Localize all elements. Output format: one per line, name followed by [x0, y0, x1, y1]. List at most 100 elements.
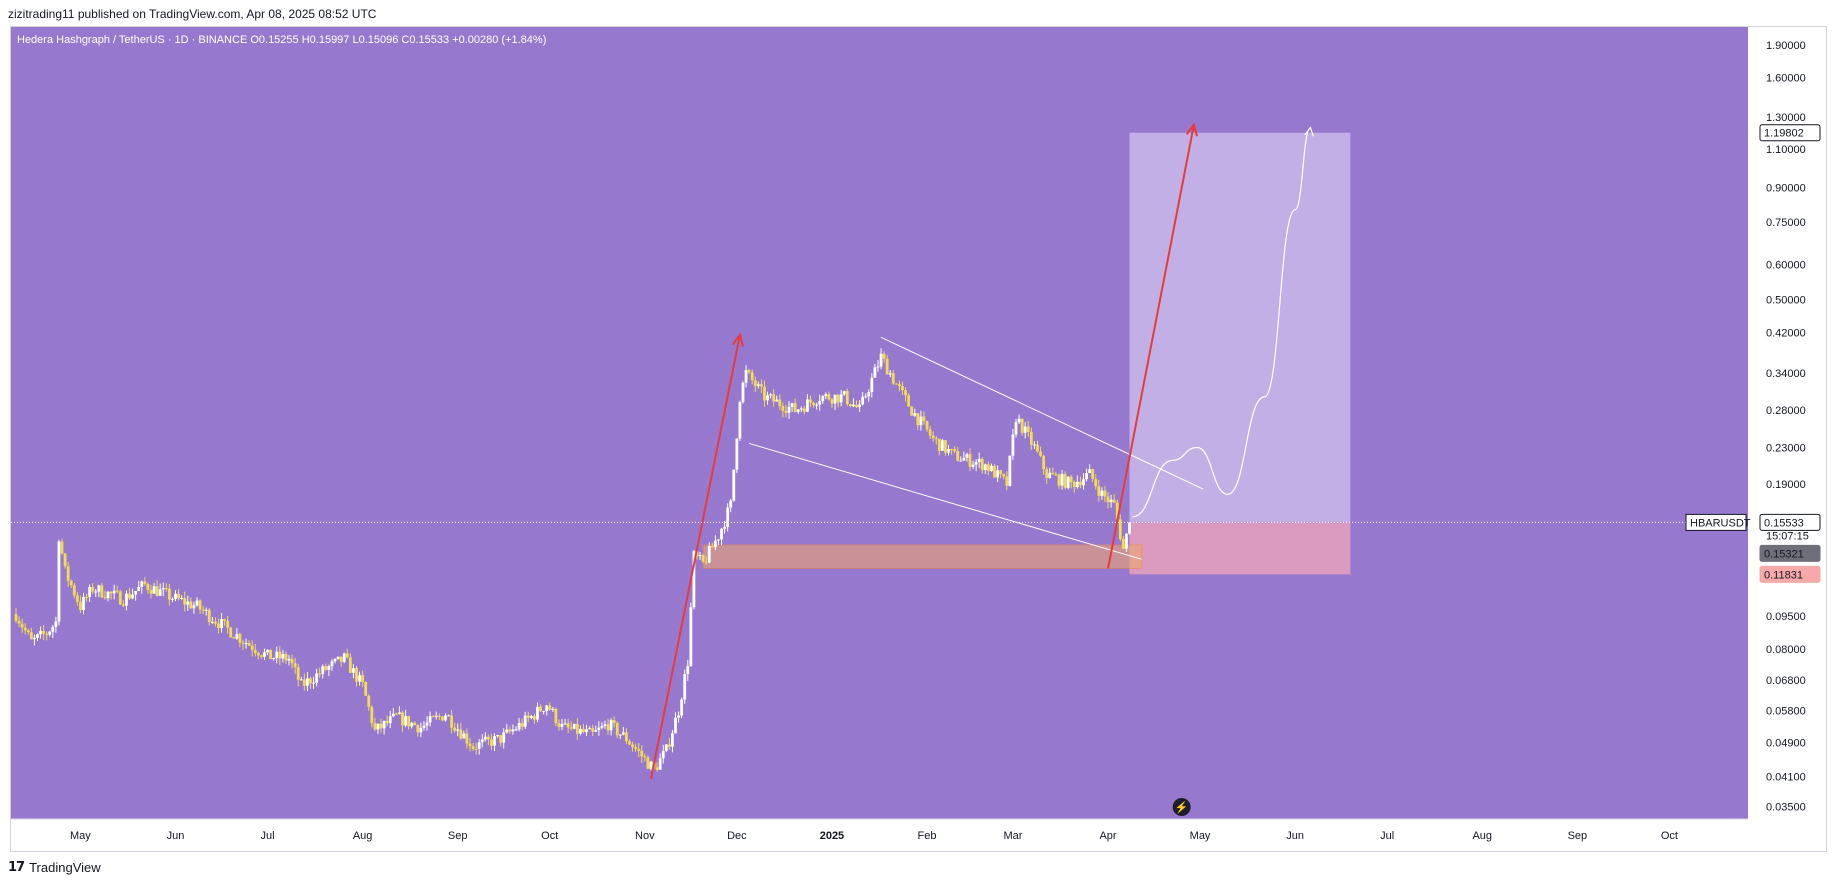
y-tick-label: 0.50000 — [1766, 294, 1806, 306]
candle-body — [741, 382, 745, 403]
symbol-tag-box[interactable] — [1685, 513, 1747, 531]
target-price-label: 1.19802 — [1764, 128, 1804, 140]
candle-body — [410, 722, 414, 727]
projection-arrow-head — [1304, 126, 1314, 137]
support-zone[interactable] — [702, 544, 1143, 569]
candle-body — [259, 655, 263, 657]
y-axis-panel — [1748, 27, 1826, 819]
candle-body — [542, 711, 546, 713]
candle-body — [1014, 422, 1018, 435]
candle-body — [20, 623, 24, 628]
candle-body — [115, 590, 119, 592]
candle-body — [928, 429, 932, 436]
candle-body — [1115, 502, 1119, 520]
wedge-lower-line[interactable] — [748, 442, 1142, 560]
candle-body — [220, 619, 223, 629]
candle-body — [36, 634, 39, 638]
candle-body — [241, 642, 245, 644]
candle-body — [42, 630, 46, 634]
candle-body — [85, 597, 88, 599]
candle-body — [499, 735, 503, 743]
candle-body — [465, 733, 469, 744]
candle-body — [284, 654, 288, 661]
target-price-label-box[interactable] — [1759, 124, 1821, 142]
candle-body — [382, 721, 386, 729]
candle-body — [468, 743, 472, 747]
candle-body — [802, 408, 806, 412]
candle-body — [413, 722, 417, 726]
candle-body — [134, 590, 138, 595]
chart-frame[interactable]: Hedera Hashgraph / TetherUS · 1D · BINAN… — [10, 26, 1827, 852]
candle-body — [140, 581, 144, 588]
y-tick-label: 0.08000 — [1766, 644, 1806, 656]
candle-body — [628, 741, 631, 745]
candle-body — [821, 396, 825, 402]
y-tick-label: 0.28000 — [1766, 405, 1806, 417]
last-price-label-box[interactable] — [1759, 513, 1821, 531]
candle-body — [536, 706, 539, 720]
candle-body — [956, 451, 960, 461]
y-tick-label: 0.09500 — [1766, 611, 1806, 623]
candle-body — [256, 652, 260, 656]
candle-body — [207, 609, 211, 622]
candle-body — [333, 658, 337, 662]
candle-body — [404, 716, 407, 726]
candle-body — [223, 619, 226, 621]
candle-body — [901, 386, 904, 391]
footer-brand[interactable]: 17 TradingView — [8, 857, 101, 877]
stop-price-label-box[interactable] — [1759, 565, 1821, 583]
projection-path[interactable] — [1132, 127, 1312, 518]
price-chart[interactable]: Hedera Hashgraph / TetherUS · 1D · BINAN… — [11, 27, 1826, 851]
candle-body — [1085, 473, 1088, 480]
x-tick-label: 2025 — [820, 830, 844, 842]
trend-arrow-apr[interactable] — [1107, 124, 1195, 569]
stop-zone[interactable] — [1129, 522, 1351, 575]
y-tick-label: 1.90000 — [1766, 40, 1806, 52]
candle-body — [189, 601, 193, 609]
y-tick-label: 0.60000 — [1766, 260, 1806, 272]
candle-body — [398, 712, 401, 715]
candle-body — [913, 413, 917, 416]
candle-body — [744, 370, 748, 383]
candle-body — [192, 605, 196, 609]
candle-body — [953, 449, 957, 452]
candle-body — [520, 722, 524, 727]
candle-body — [137, 587, 141, 591]
wedge-upper-line[interactable] — [880, 336, 1204, 490]
trend-arrow-nov[interactable] — [649, 334, 741, 780]
target-zone[interactable] — [1129, 132, 1351, 523]
candle-body — [621, 732, 625, 735]
y-tick-label: 0.04100 — [1766, 771, 1806, 783]
candle-body — [916, 413, 920, 426]
candle-body — [272, 658, 276, 660]
candle-body — [367, 695, 371, 707]
candle-body — [330, 661, 334, 667]
candle-body — [962, 457, 966, 461]
x-tick-label: Mar — [1003, 830, 1022, 842]
candle-body — [155, 586, 159, 596]
candle-body — [146, 583, 150, 590]
candle-body — [275, 651, 279, 659]
ohlc-legend: Hedera Hashgraph / TetherUS · 1D · BINAN… — [17, 34, 546, 46]
candle-body — [1048, 472, 1052, 479]
candle-body — [649, 761, 653, 769]
candle-body — [579, 728, 582, 734]
lightning-icon[interactable] — [1172, 798, 1191, 816]
candle-body — [177, 593, 180, 599]
entry-price-label-box[interactable] — [1759, 544, 1821, 562]
candle-body — [183, 598, 187, 605]
y-tick-label: 1.10000 — [1766, 144, 1806, 156]
candle-body — [873, 367, 877, 378]
candle-body — [993, 465, 996, 478]
candle-body — [1051, 472, 1055, 475]
candle-body — [302, 679, 306, 686]
candle-body — [471, 746, 475, 749]
candle-body — [391, 713, 395, 717]
candle-body — [266, 649, 269, 653]
candle-body — [370, 706, 374, 724]
candle-body — [640, 750, 644, 757]
candle-body — [496, 735, 499, 737]
candle-body — [848, 404, 852, 407]
candle-body — [1023, 426, 1027, 433]
candle-body — [103, 597, 107, 599]
